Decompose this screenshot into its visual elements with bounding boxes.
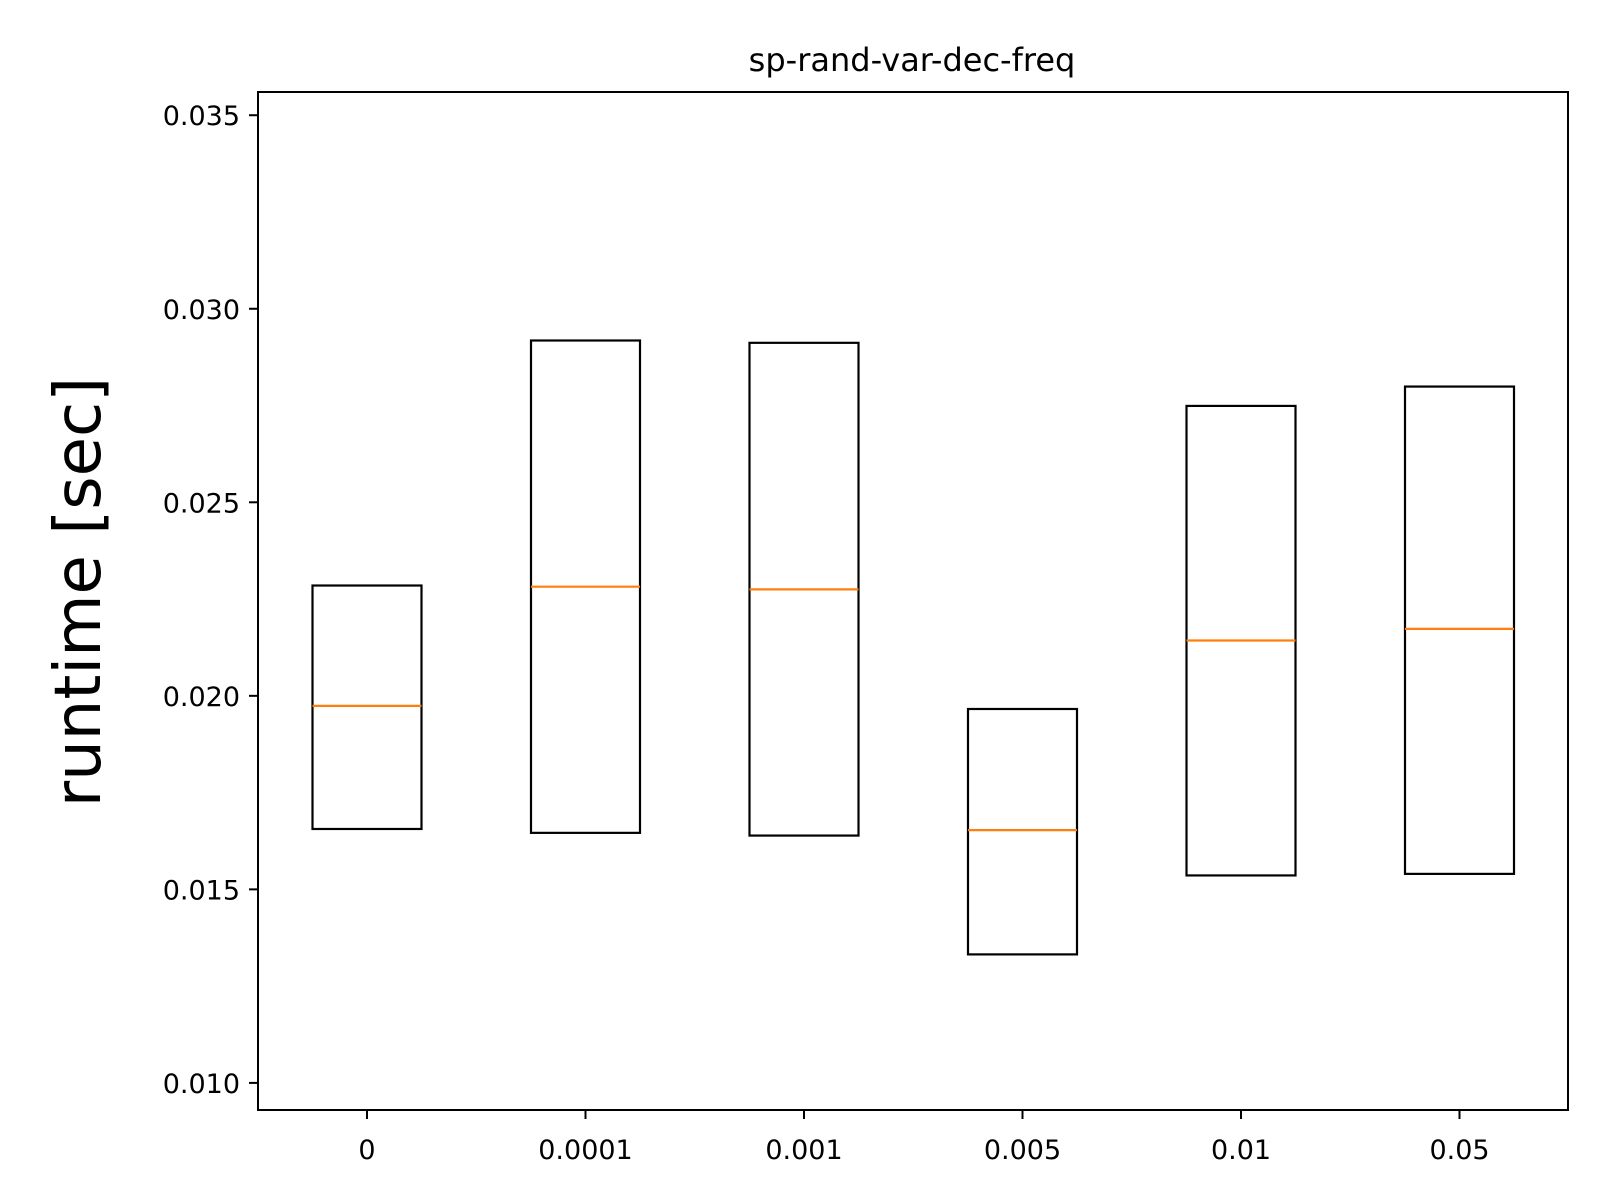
y-tick-label: 0.025: [163, 488, 240, 519]
y-tick-label: 0.010: [163, 1069, 240, 1100]
box-0: [311, 584, 423, 831]
y-tick-label: 0.015: [163, 875, 240, 906]
box-5: [1403, 385, 1516, 875]
y-axis-title: runtime [sec]: [42, 377, 116, 807]
x-tick-label: 0.05: [1429, 1135, 1489, 1166]
x-axis-ticks: 0 0.0001 0.001 0.005 0.01 0.05: [358, 1110, 1490, 1166]
x-tick-label: 0.005: [984, 1135, 1061, 1166]
plot-frame: [257, 91, 1569, 1111]
chart-title: sp-rand-var-dec-freq: [749, 41, 1076, 79]
x-tick-label: 0.01: [1211, 1135, 1271, 1166]
y-tick-label: 0.030: [163, 295, 240, 326]
x-tick-label: 0.001: [765, 1135, 842, 1166]
y-axis-ticks: 0.010 0.015 0.020 0.025 0.030 0.035: [163, 101, 258, 1100]
plot-marks: [311, 339, 1516, 956]
box-3: [966, 707, 1079, 956]
x-tick-label: 0.0001: [538, 1135, 632, 1166]
y-tick-label: 0.035: [163, 101, 240, 132]
y-tick-label: 0.020: [163, 682, 240, 713]
x-tick-label: 0: [358, 1135, 375, 1166]
